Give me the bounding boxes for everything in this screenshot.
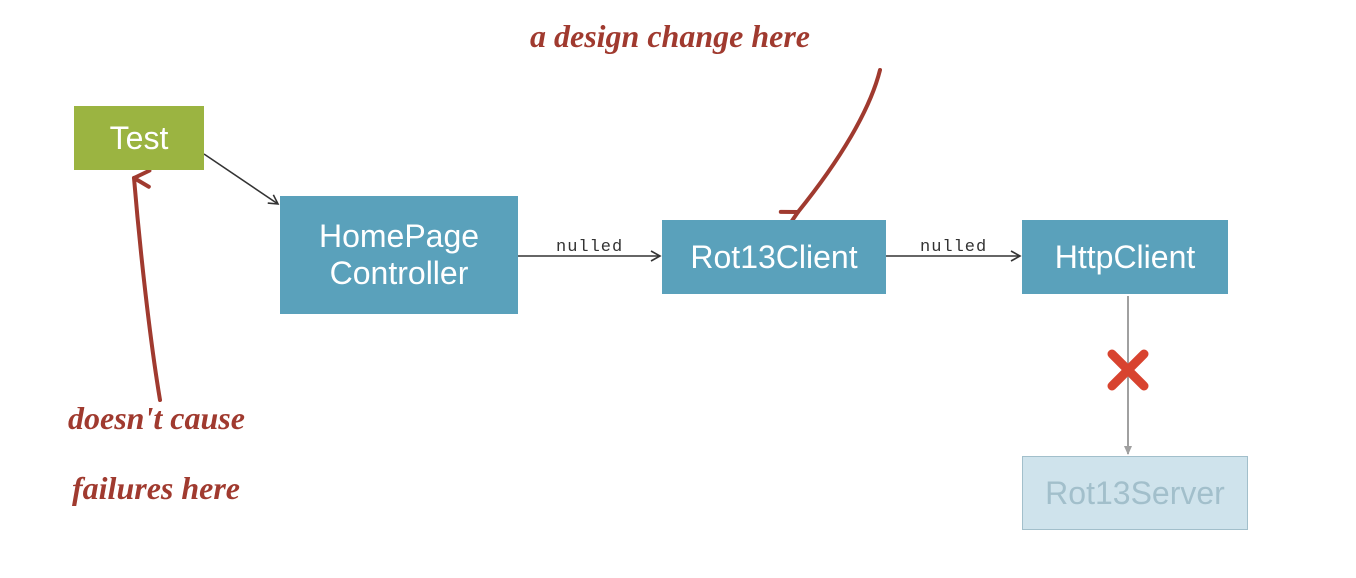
- node-rot13client: Rot13Client: [662, 220, 886, 294]
- annotation-doesnt-cause: doesn't cause: [68, 400, 245, 437]
- node-rot13server-label: Rot13Server: [1045, 475, 1225, 512]
- edge-label-nulled-2: nulled: [920, 238, 987, 257]
- diagram-canvas: Test HomePage Controller Rot13Client Htt…: [0, 0, 1356, 578]
- node-rot13client-label: Rot13Client: [690, 239, 857, 276]
- node-httpclient: HttpClient: [1022, 220, 1228, 294]
- annotation-arrow-left: [134, 178, 160, 400]
- edge-test-controller: [204, 154, 278, 204]
- cross-icon: [1112, 354, 1144, 386]
- node-controller-label: HomePage Controller: [319, 218, 479, 292]
- node-httpclient-label: HttpClient: [1055, 239, 1196, 276]
- node-homepage-controller: HomePage Controller: [280, 196, 518, 314]
- edge-label-nulled-1: nulled: [556, 238, 623, 257]
- annotation-arrow-top: [798, 70, 880, 212]
- node-test: Test: [74, 106, 204, 170]
- annotation-arrow-left-head: [133, 171, 150, 188]
- annotation-design-change: a design change here: [530, 18, 810, 55]
- annotation-failures-here: failures here: [72, 470, 240, 507]
- node-rot13server: Rot13Server: [1022, 456, 1248, 530]
- node-test-label: Test: [110, 120, 169, 157]
